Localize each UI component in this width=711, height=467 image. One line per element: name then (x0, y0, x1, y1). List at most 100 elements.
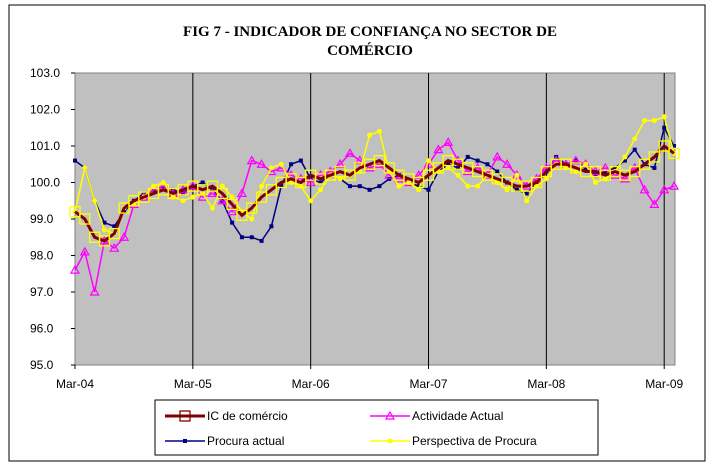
data-point (259, 183, 265, 189)
data-point (354, 155, 365, 165)
data-point (445, 165, 451, 171)
data-point (642, 117, 648, 123)
y-tick-label: 97.0 (30, 285, 54, 299)
data-point (462, 166, 473, 176)
data-point (246, 155, 257, 165)
data-point (661, 114, 667, 120)
data-point (92, 198, 98, 204)
data-point (180, 198, 186, 204)
legend-marker (183, 439, 187, 443)
data-point (662, 125, 667, 130)
x-tick-label: Mar-05 (174, 377, 212, 391)
data-point (226, 198, 238, 211)
data-point (79, 213, 91, 225)
data-point (632, 147, 637, 152)
data-point (455, 165, 460, 170)
data-point (455, 172, 461, 178)
data-point (317, 187, 323, 193)
data-point (102, 220, 107, 225)
data-point (668, 180, 680, 190)
data-point (475, 183, 481, 189)
data-point (376, 128, 382, 134)
y-tick-label: 101.0 (30, 139, 60, 153)
data-point (540, 165, 553, 178)
data-point (367, 187, 372, 192)
data-point (73, 158, 77, 163)
data-point (592, 180, 598, 185)
data-point (101, 227, 107, 233)
legend-marker (387, 438, 393, 444)
data-point (239, 235, 244, 240)
data-point (475, 158, 480, 163)
data-point (337, 176, 343, 182)
data-point (632, 136, 638, 142)
data-point (672, 144, 677, 148)
data-point (295, 176, 307, 189)
data-point (622, 154, 628, 160)
data-point (443, 137, 454, 146)
data-point (109, 242, 120, 252)
y-tick-label: 100.0 (30, 176, 60, 190)
x-tick-label: Mar-07 (410, 377, 448, 391)
data-point (256, 159, 267, 168)
legend (154, 399, 599, 456)
data-point (383, 162, 395, 174)
data-point (639, 184, 650, 194)
data-point (651, 117, 657, 123)
chart-title: COMÉRCIO (327, 42, 413, 59)
legend-label: Perspectiva de Procura (412, 434, 537, 448)
data-point (82, 165, 88, 171)
x-tick-label: Mar-08 (527, 377, 565, 391)
data-point (236, 188, 247, 198)
data-point (622, 158, 627, 163)
data-point (344, 169, 356, 181)
data-point (151, 183, 157, 189)
data-point (112, 224, 117, 229)
data-point (396, 183, 402, 189)
data-point (190, 194, 196, 200)
data-point (230, 220, 235, 225)
data-point (543, 176, 549, 182)
data-point (659, 184, 670, 194)
data-point (108, 227, 120, 240)
data-point (289, 162, 294, 167)
data-point (268, 165, 274, 171)
data-point (98, 235, 111, 247)
legend-label: IC de comércio (207, 409, 288, 423)
data-point (603, 169, 608, 174)
data-point (485, 162, 490, 167)
data-point (181, 191, 186, 196)
data-point (570, 155, 581, 165)
legend-label: Actividade Actual (412, 409, 503, 423)
legend-marker (384, 410, 396, 420)
data-point (259, 238, 264, 243)
data-point (524, 191, 529, 196)
data-point (269, 224, 274, 229)
data-point (207, 188, 218, 198)
data-point (265, 184, 278, 196)
data-point (583, 165, 588, 170)
data-point (209, 205, 215, 211)
data-point (446, 162, 451, 167)
data-point (422, 169, 435, 181)
data-point (514, 172, 520, 178)
data-point (364, 162, 375, 172)
data-point (367, 132, 373, 138)
data-point (514, 187, 519, 192)
y-tick-label: 96.0 (30, 322, 54, 336)
data-point (246, 202, 258, 214)
data-point (219, 183, 225, 189)
y-tick-label: 103.0 (30, 66, 60, 80)
data-point (377, 184, 382, 189)
data-point (89, 286, 100, 296)
data-point (79, 246, 90, 256)
data-point (638, 158, 651, 170)
data-point (433, 144, 444, 154)
data-point (413, 176, 425, 189)
data-point (305, 177, 316, 187)
data-point (629, 165, 641, 178)
data-point (119, 232, 130, 241)
data-point (648, 151, 661, 163)
data-point (69, 206, 81, 218)
